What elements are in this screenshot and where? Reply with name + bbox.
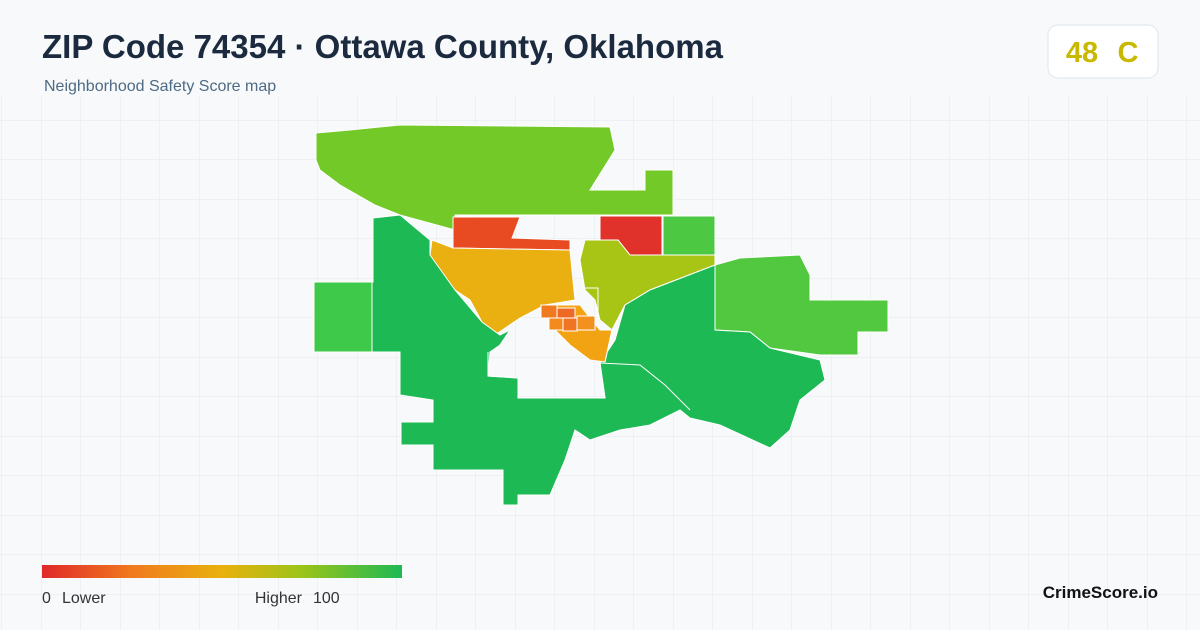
subtitle: Neighborhood Safety Score map <box>44 78 276 95</box>
boundary <box>585 287 599 320</box>
score-badge <box>1047 24 1159 79</box>
region <box>313 281 373 353</box>
boundary <box>604 304 626 363</box>
legend-max: 100 <box>313 590 340 607</box>
score-value: 48 <box>1066 37 1098 69</box>
legend-max-label: Higher <box>255 590 303 607</box>
region <box>662 215 716 256</box>
region <box>562 317 578 332</box>
map <box>313 124 889 506</box>
region <box>371 214 826 506</box>
legend-bar <box>42 565 402 578</box>
region <box>540 304 558 319</box>
region <box>576 315 596 331</box>
legend-min: 0 <box>42 590 51 607</box>
region <box>548 317 564 331</box>
title: ZIP Code 74354 · Ottawa County, Oklahoma <box>42 28 724 65</box>
boundary <box>487 352 519 379</box>
boundary <box>517 362 691 411</box>
legend-min-label: Lower <box>62 590 106 607</box>
score-grade: C <box>1118 37 1139 69</box>
header-bg <box>0 0 1200 96</box>
region <box>315 124 674 231</box>
brand: CrimeScore.io <box>1043 583 1158 602</box>
